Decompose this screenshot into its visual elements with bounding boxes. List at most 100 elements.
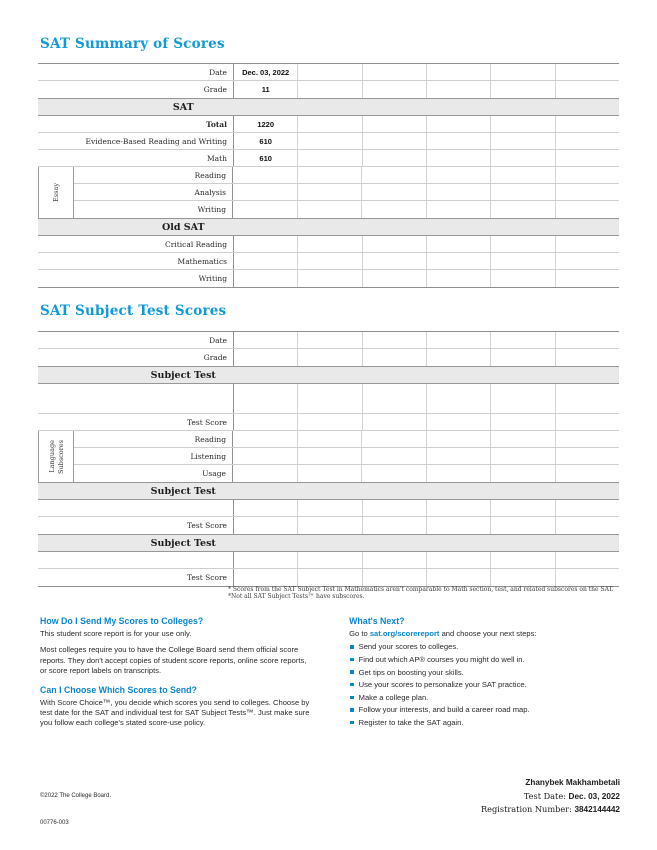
table-row: Critical Reading [38,236,619,253]
score-cell [554,167,620,183]
score-cell [554,517,619,534]
table-row [38,384,619,414]
row-label: Reading [194,170,226,180]
score-cell [297,517,361,534]
table-row: Grade [38,349,619,366]
info-heading: Can I Choose Which Scores to Send? [40,684,197,695]
row-label: Writing [197,205,226,214]
score-cell [232,448,297,464]
score-cell [296,184,362,200]
score-cell [296,167,362,183]
score-cell [425,332,490,348]
score-cell [425,384,490,413]
score-cell [425,448,491,464]
score-cell [425,569,490,586]
score-cell [361,64,426,80]
info-section: How Do I Send My Scores to Colleges? Thi… [40,616,630,735]
score-cell [233,552,297,568]
score-cell [490,167,555,183]
score-cell [425,64,490,80]
table-row: Mathematics [38,253,619,270]
bullet-square-icon [350,645,354,649]
score-cell [361,465,426,482]
score-cell [490,569,554,586]
score-cell [490,201,555,218]
score-cell [361,236,426,252]
score-cell [297,64,361,80]
row-label: Mathematics [177,256,227,266]
score-cell [297,150,361,166]
row-label: Date [209,335,227,345]
score-cell [425,133,490,149]
score-cell [554,552,619,568]
score-cell [425,167,491,183]
row-label: Evidence-Based Reading and Writing [85,136,227,146]
table-row: Total 1220 [38,116,619,133]
score-cell [232,431,297,447]
score-cell [554,349,619,366]
score-cell [361,150,426,166]
score-cell [425,116,490,132]
row-label [38,384,233,413]
whats-next-heading: What's Next? [349,616,405,626]
section-header-sat: SAT [38,98,619,116]
score-cell [554,569,619,586]
table-row: Reading [74,431,619,448]
score-cell [554,201,620,218]
student-info-block: Zhanybek Makhambetali Test Date: Dec. 03… [481,777,620,817]
score-cell [297,270,361,287]
bullet-item: Use your scores to personalize your SAT … [349,680,630,690]
row-label: Writing [198,274,227,283]
score-cell [297,384,361,413]
row-label: Analysis [194,187,226,197]
row-label: Critical Reading [165,239,227,249]
score-cell [490,384,554,413]
score-cell [554,184,620,200]
score-cell [361,552,426,568]
score-cell [425,552,490,568]
score-cell [233,569,297,586]
score-cell [490,517,554,534]
registration-number: Registration Number: 3842144442 [481,804,620,814]
score-cell [233,332,297,348]
essay-group: Essay Reading Analysis Writing [38,167,619,218]
score-cell [554,150,619,166]
score-report-link[interactable]: sat.org/scorereport [369,629,440,638]
table-row: Writing [74,201,619,218]
table-row: Date [38,332,619,349]
score-cell [361,184,426,200]
score-cell [554,448,620,464]
table-row: Evidence-Based Reading and Writing 610 [38,133,619,150]
row-label: Math [207,153,227,163]
score-cell [296,465,362,482]
row-label: Test Score [187,573,227,582]
info-paragraph: This student score report is for your us… [40,629,192,638]
score-cell [425,349,490,366]
score-cell [361,270,426,287]
row-label: Reading [194,434,226,444]
subject-test-table: Date Grade Subject Test Test Score Langu… [38,331,619,587]
score-cell [490,133,554,149]
score-cell [297,81,361,98]
score-cell [554,133,619,149]
score-cell [490,448,555,464]
score-cell [297,116,361,132]
page-title: SAT Summary of Scores [40,36,225,52]
score-cell [425,465,491,482]
table-row: Writing [38,270,619,287]
score-cell [425,517,490,534]
score-value: Dec. 03, 2022 [233,64,297,80]
score-cell [361,253,426,269]
score-cell [425,236,490,252]
score-cell [297,414,361,430]
score-cell [361,81,426,98]
score-cell [490,465,555,482]
score-cell [297,236,361,252]
copyright: ©2022 The College Board. [40,793,112,799]
row-label: Listening [190,451,226,461]
score-cell [554,384,619,413]
score-cell [490,414,554,430]
bullet-square-icon [350,720,354,725]
score-cell [554,414,619,430]
score-cell [490,332,554,348]
